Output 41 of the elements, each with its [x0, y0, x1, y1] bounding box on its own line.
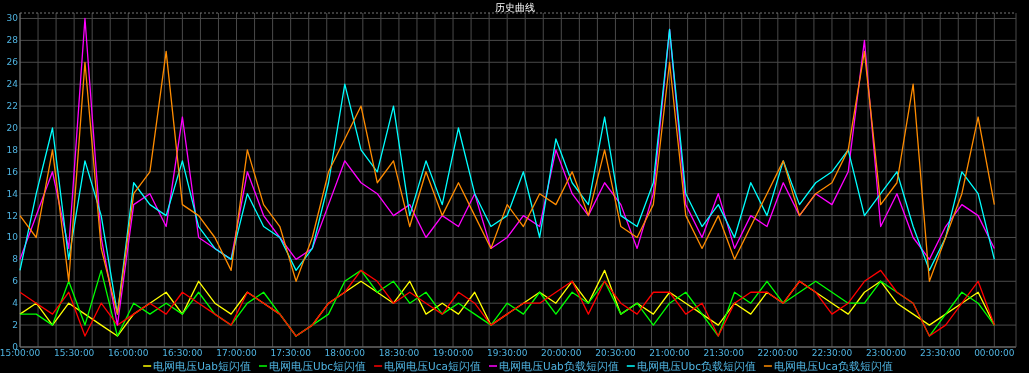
x-tick-label: 21:30:00 [703, 348, 745, 358]
chart-title: 历史曲线 [495, 2, 535, 13]
legend-label: 电网电压Uab短闪值 [153, 360, 251, 372]
legend-label: 电网电压Uca短闪值 [384, 360, 481, 372]
legend-label: 电网电压Ubc负载短闪值 [636, 360, 756, 372]
x-tick-label: 17:00:00 [216, 348, 258, 358]
y-tick-label: 30 [6, 13, 19, 24]
y-tick-label: 20 [6, 122, 19, 133]
y-tick-label: 4 [12, 298, 19, 309]
x-tick-label: 18:30:00 [378, 348, 420, 358]
y-tick-label: 10 [6, 232, 19, 243]
x-tick-label: 18:00:00 [324, 348, 366, 358]
x-tick-label: 16:00:00 [108, 348, 149, 358]
x-tick-label: 22:30:00 [811, 348, 853, 358]
y-tick-label: 8 [12, 254, 19, 265]
y-tick-label: 12 [6, 210, 18, 221]
x-tick-label: 15:30:00 [53, 348, 95, 358]
y-tick-label: 2 [12, 320, 18, 331]
y-tick-label: 26 [6, 57, 19, 68]
y-tick-label: 18 [6, 144, 19, 155]
legend-label: 电网电压Ubc短闪值 [268, 360, 367, 372]
x-tick-label: 22:00:00 [757, 348, 799, 358]
legend-label: 电网电压Uca负载短闪值 [773, 360, 893, 372]
x-tick-label: 00:00:00 [974, 348, 1015, 358]
legend-label: 电网电压Uab负载短闪值 [499, 360, 619, 372]
x-tick-label: 20:30:00 [595, 348, 636, 358]
x-tick-label: 19:00:00 [432, 348, 474, 358]
x-tick-label: 20:00:00 [541, 348, 582, 358]
x-tick-label: 17:30:00 [270, 348, 312, 358]
x-tick-label: 16:30:00 [162, 348, 203, 358]
x-tick-label: 23:30:00 [920, 348, 961, 358]
y-tick-label: 6 [12, 276, 19, 287]
y-tick-label: 14 [6, 188, 19, 199]
y-tick-label: 24 [6, 79, 19, 90]
y-tick-label: 28 [6, 35, 19, 46]
y-tick-label: 16 [6, 166, 19, 177]
y-tick-label: 22 [6, 101, 18, 112]
x-tick-label: 23:00:00 [865, 348, 907, 358]
x-tick-label: 21:00:00 [649, 348, 691, 358]
x-tick-label: 19:30:00 [486, 348, 528, 358]
line-series [19, 269, 995, 337]
